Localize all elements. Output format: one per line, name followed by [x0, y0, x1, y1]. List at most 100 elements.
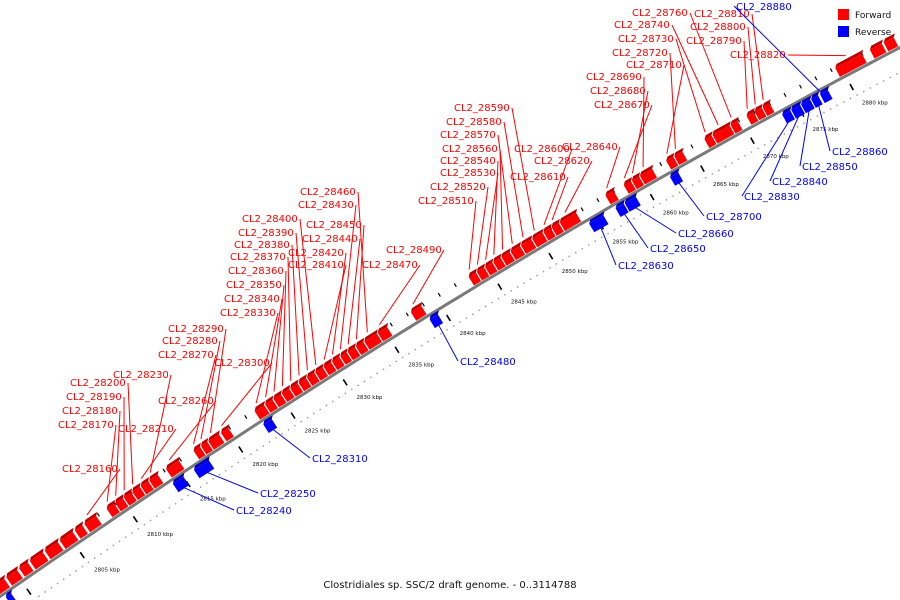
forward-gene-label[interactable]: CL2_28570 [440, 130, 496, 141]
gene-forward[interactable] [551, 218, 564, 236]
forward-gene-label[interactable]: CL2_28760 [632, 8, 688, 19]
forward-gene-label[interactable]: CL2_28600 [514, 144, 570, 155]
forward-gene-label[interactable]: CL2_28190 [66, 392, 122, 403]
gene-forward[interactable] [666, 152, 679, 170]
gene-forward-block[interactable] [6, 565, 23, 586]
gene-forward[interactable] [298, 374, 312, 392]
gene-forward-block[interactable] [869, 39, 887, 59]
gene-forward[interactable] [149, 470, 164, 489]
gene-forward[interactable] [377, 322, 393, 342]
forward-gene-label[interactable]: CL2_28280 [162, 336, 218, 347]
gene-reverse[interactable] [782, 106, 795, 124]
gene-reverse[interactable] [624, 192, 641, 212]
gene-forward[interactable] [754, 103, 767, 121]
gene-forward-block[interactable] [74, 521, 88, 539]
forward-gene-label[interactable]: CL2_28720 [612, 48, 668, 59]
forward-gene-label[interactable]: CL2_28400 [242, 214, 298, 225]
forward-gene-label[interactable]: CL2_28380 [234, 240, 290, 251]
forward-gene-label[interactable]: CL2_28440 [302, 234, 358, 245]
gene-forward[interactable] [340, 348, 352, 365]
gene-forward[interactable] [254, 400, 270, 420]
reverse-gene-label[interactable]: CL2_28840 [772, 177, 828, 188]
gene-forward[interactable] [323, 358, 337, 376]
reverse-gene-label[interactable]: CL2_28830 [744, 192, 800, 203]
forward-gene-label[interactable]: CL2_28450 [306, 220, 362, 231]
forward-gene-label[interactable]: CL2_28200 [70, 378, 126, 389]
gene-forward-block[interactable] [59, 527, 79, 549]
gene-forward[interactable] [532, 228, 548, 248]
forward-gene-label[interactable]: CL2_28580 [446, 117, 502, 128]
gene-forward-block[interactable] [30, 548, 49, 570]
reverse-gene-label[interactable]: CL2_28700 [706, 212, 762, 223]
gene-forward[interactable] [631, 172, 644, 190]
gene-forward[interactable] [290, 379, 303, 397]
forward-gene-label[interactable]: CL2_28670 [594, 100, 650, 111]
forward-gene-label[interactable]: CL2_28270 [158, 350, 214, 361]
gene-reverse[interactable] [172, 472, 189, 493]
gene-forward[interactable] [543, 223, 556, 241]
forward-gene-label[interactable]: CL2_28170 [58, 420, 114, 431]
gene-forward[interactable] [521, 235, 537, 254]
gene-forward[interactable] [501, 248, 515, 266]
gene-forward[interactable] [221, 424, 234, 442]
forward-gene-label[interactable]: CL2_28800 [690, 22, 746, 33]
gene-forward[interactable] [510, 241, 526, 261]
gene-forward[interactable] [559, 208, 582, 232]
reverse-gene-label[interactable]: CL2_28860 [832, 147, 888, 158]
gene-forward-block[interactable] [883, 33, 899, 52]
reverse-gene-label[interactable]: CL2_28310 [312, 454, 368, 465]
reverse-gene-label[interactable]: CL2_28650 [650, 244, 706, 255]
gene-forward[interactable] [493, 253, 506, 271]
gene-forward[interactable] [746, 108, 759, 125]
forward-gene-label[interactable]: CL2_28680 [590, 86, 646, 97]
gene-reverse[interactable] [801, 95, 815, 114]
forward-gene-label[interactable]: CL2_28230 [113, 370, 169, 381]
gene-forward[interactable] [674, 147, 688, 165]
forward-gene-label[interactable]: CL2_28300 [214, 358, 270, 369]
forward-gene-label[interactable]: CL2_28710 [626, 60, 682, 71]
gene-forward[interactable] [835, 49, 867, 77]
gene-forward[interactable] [208, 430, 225, 450]
gene-reverse[interactable] [670, 168, 684, 186]
gene-reverse[interactable] [811, 91, 823, 108]
gene-forward[interactable] [201, 437, 213, 455]
gene-forward[interactable] [712, 121, 735, 144]
gene-forward[interactable] [485, 258, 498, 276]
forward-gene-label[interactable]: CL2_28340 [224, 294, 280, 305]
forward-gene-label[interactable]: CL2_28790 [686, 36, 742, 47]
gene-forward[interactable] [166, 456, 185, 478]
gene-forward[interactable] [605, 186, 619, 205]
gene-forward[interactable] [140, 477, 154, 495]
reverse-gene-label[interactable]: CL2_28480 [460, 357, 516, 368]
forward-gene-label[interactable]: CL2_28620 [534, 156, 590, 167]
gene-forward[interactable] [115, 494, 129, 512]
forward-gene-label[interactable]: CL2_28520 [430, 182, 486, 193]
gene-forward[interactable] [347, 343, 361, 361]
forward-gene-label[interactable]: CL2_28370 [230, 252, 286, 263]
gene-forward[interactable] [307, 368, 320, 386]
forward-gene-label[interactable]: CL2_28540 [440, 156, 496, 167]
gene-reverse[interactable] [615, 199, 629, 217]
forward-gene-label[interactable]: CL2_28530 [440, 168, 496, 179]
gene-forward[interactable] [356, 337, 369, 355]
gene-reverse[interactable] [820, 86, 833, 104]
gene-forward[interactable] [106, 499, 120, 518]
reverse-gene-label[interactable]: CL2_28240 [236, 506, 292, 517]
gene-reverse[interactable] [791, 100, 805, 119]
forward-gene-label[interactable]: CL2_28560 [442, 144, 498, 155]
forward-gene-label[interactable]: CL2_28430 [298, 200, 354, 211]
forward-gene-label[interactable]: CL2_28810 [694, 9, 750, 20]
reverse-gene-label[interactable]: CL2_28850 [802, 162, 858, 173]
forward-gene-label[interactable]: CL2_28290 [168, 324, 224, 335]
forward-gene-label[interactable]: CL2_28490 [386, 245, 442, 256]
forward-gene-label[interactable]: CL2_28470 [362, 260, 418, 271]
reverse-gene-label[interactable]: CL2_28660 [678, 229, 734, 240]
gene-forward[interactable] [704, 131, 717, 149]
gene-forward[interactable] [315, 363, 328, 381]
forward-gene-label[interactable]: CL2_28210 [118, 424, 174, 435]
gene-reverse[interactable] [429, 310, 444, 329]
gene-forward[interactable] [730, 116, 743, 134]
forward-gene-label[interactable]: CL2_28330 [220, 308, 276, 319]
gene-forward[interactable] [193, 442, 206, 460]
gene-forward[interactable] [640, 164, 658, 185]
